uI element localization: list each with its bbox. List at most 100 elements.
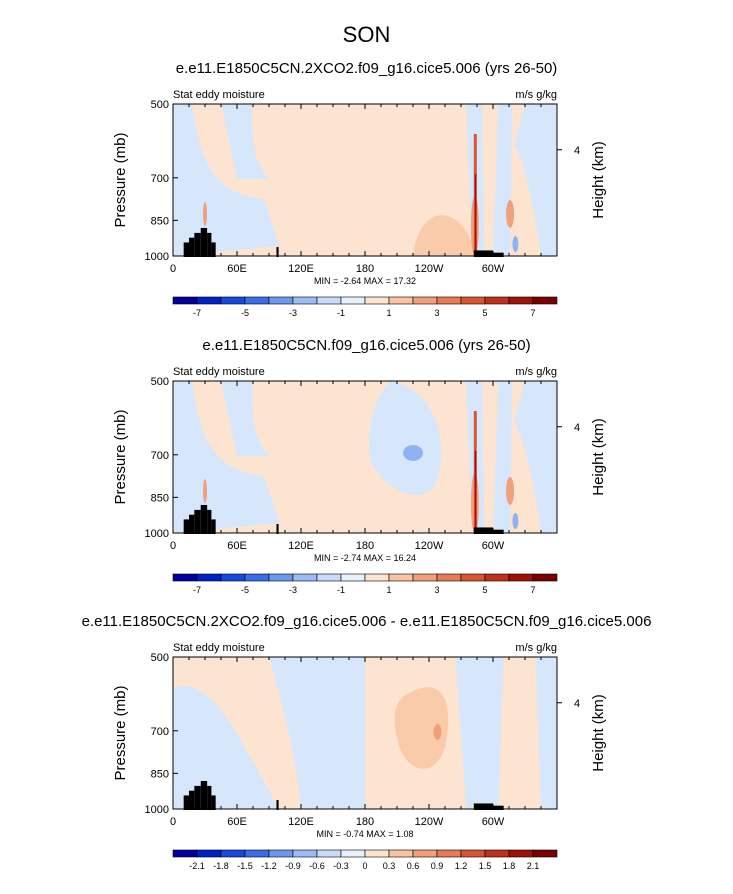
colorbar-label: 0.9 xyxy=(431,861,444,871)
y-tick-label: 850 xyxy=(151,215,169,227)
topography-block xyxy=(211,242,216,257)
colorbar-label: 3 xyxy=(434,308,439,318)
colorbar-label: -7 xyxy=(193,585,201,595)
left-string: Stat eddy moisture xyxy=(173,89,265,101)
colorbar-swatch xyxy=(268,573,294,582)
colorbar-swatch xyxy=(484,849,510,858)
field-region-maximum xyxy=(433,724,442,740)
topography-block xyxy=(207,232,212,257)
left-string: Stat eddy moisture xyxy=(173,642,265,654)
topography-block xyxy=(493,529,504,534)
field-region-negative xyxy=(221,104,269,179)
field-region-positive xyxy=(394,687,449,769)
colorbar-label: 1 xyxy=(386,308,391,318)
x-tick-label: 0 xyxy=(170,816,176,828)
colorbar-label: -5 xyxy=(241,308,249,318)
colorbar-label: -5 xyxy=(241,585,249,595)
colorbar-swatch xyxy=(340,849,366,858)
topography-block xyxy=(200,227,208,257)
y-tick-label: 500 xyxy=(151,376,169,388)
colorbar-label: -3 xyxy=(289,585,297,595)
y2-axis-title: Height (km) xyxy=(590,694,607,772)
colorbar-swatch xyxy=(316,849,342,858)
y-axis-title: Pressure (mb) xyxy=(112,685,129,780)
colorbar-swatch xyxy=(292,296,318,305)
field-region-negative xyxy=(173,104,280,256)
y2-tick-label: 4 xyxy=(574,145,580,157)
topography-block xyxy=(211,795,216,810)
colorbar-swatch xyxy=(412,849,438,858)
field-region-negative xyxy=(368,381,442,496)
colorbar-label: 7 xyxy=(530,308,535,318)
y2-tick-label: 4 xyxy=(574,698,580,710)
colorbar-swatch xyxy=(244,296,270,305)
y-tick-label: 700 xyxy=(151,173,169,185)
colorbar-swatch xyxy=(196,849,222,858)
x-tick-label: 60W xyxy=(482,263,505,275)
colorbar-swatch xyxy=(268,849,294,858)
heatmap-svg: Stat eddy moisture m/s g/kg 500 700 850 1000 4… xyxy=(112,366,607,595)
colorbar-swatch xyxy=(292,573,318,582)
y-tick-label: 700 xyxy=(151,726,169,738)
colorbar-swatch xyxy=(172,573,198,582)
panel-3: e.e11.E1850C5CN.2XCO2.f09_g16.cice5.006 … xyxy=(0,609,733,894)
topography-block xyxy=(189,237,195,257)
colorbar-label: 0 xyxy=(362,861,367,871)
field-region-negative xyxy=(512,236,519,252)
y-axis-title: Pressure (mb) xyxy=(112,409,129,504)
panel-title: e.e11.E1850C5CN.f09_g16.cice5.006 (yrs 2… xyxy=(202,337,531,354)
y-tick-label: 1000 xyxy=(145,528,169,540)
colorbar-label: 2.1 xyxy=(527,861,540,871)
min-max-label: MIN = -0.74 MAX = 1.08 xyxy=(316,829,413,839)
colorbar-swatch xyxy=(532,573,558,582)
colorbar-swatch xyxy=(436,573,462,582)
colorbar-swatch xyxy=(388,849,414,858)
topography-block xyxy=(207,785,212,810)
colorbar-swatch xyxy=(508,573,534,582)
panel-title: e.e11.E1850C5CN.2XCO2.f09_g16.cice5.006 … xyxy=(175,60,558,77)
heatmap-svg: Stat eddy moisture m/s g/kg 500 700 850 1000 4… xyxy=(112,642,607,871)
topography-block xyxy=(194,232,201,257)
x-tick-label: 120W xyxy=(415,263,444,275)
x-tick-label: 60E xyxy=(227,540,247,552)
topography-block xyxy=(194,509,201,534)
colorbar-swatch xyxy=(172,296,198,305)
colorbar-swatch xyxy=(460,849,486,858)
colorbar-swatch xyxy=(364,849,390,858)
y2-axis-title: Height (km) xyxy=(590,418,607,496)
colorbar-label: 3 xyxy=(434,585,439,595)
field-region-negative xyxy=(173,685,280,809)
field-region-positive xyxy=(203,479,207,503)
colorbar-label: 0.3 xyxy=(383,861,396,871)
panel-1: e.e11.E1850C5CN.2XCO2.f09_g16.cice5.006 … xyxy=(0,56,733,341)
y-axis-title: Pressure (mb) xyxy=(112,132,129,227)
colorbar-label: -1.5 xyxy=(237,861,253,871)
x-tick-label: 180 xyxy=(356,540,374,552)
field-region-negative xyxy=(514,104,557,256)
y-tick-label: 1000 xyxy=(145,251,169,263)
x-tick-label: 120W xyxy=(415,540,444,552)
colorbar-label: 5 xyxy=(482,308,487,318)
x-tick-label: 120E xyxy=(288,816,314,828)
colorbar-swatch xyxy=(508,849,534,858)
topography-block xyxy=(276,800,279,810)
colorbar-swatch xyxy=(268,296,294,305)
x-tick-label: 180 xyxy=(356,816,374,828)
colorbar-label: -3 xyxy=(289,308,297,318)
colorbar-label: -7 xyxy=(193,308,201,318)
units-label: m/s g/kg xyxy=(515,642,557,654)
topography-block xyxy=(200,504,208,534)
field-region-negative xyxy=(173,381,280,533)
contour-field xyxy=(173,657,557,810)
colorbar-swatch xyxy=(484,573,510,582)
y-tick-label: 850 xyxy=(151,492,169,504)
colorbar-swatch xyxy=(220,296,246,305)
field-region-maximum xyxy=(474,451,477,533)
topography-block xyxy=(211,519,216,534)
colorbar-swatch xyxy=(172,849,198,858)
field-region-positive xyxy=(203,202,207,226)
y-tick-label: 1000 xyxy=(145,804,169,816)
x-tick-label: 60E xyxy=(227,263,247,275)
figure-title: SON xyxy=(342,22,391,47)
colorbar-swatch xyxy=(412,573,438,582)
